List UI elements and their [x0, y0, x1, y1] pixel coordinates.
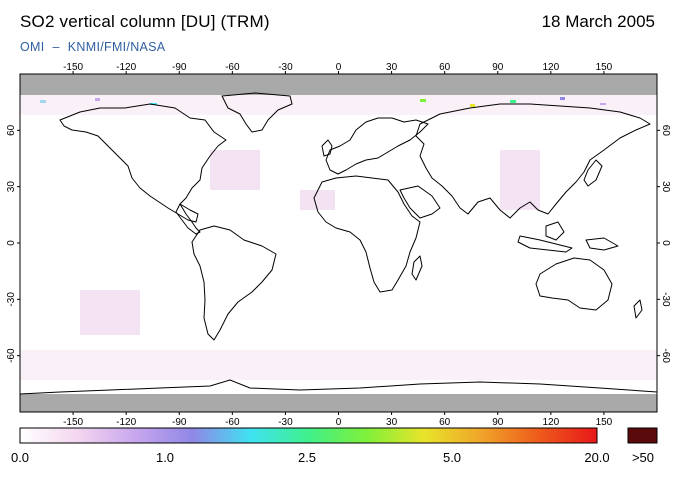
japan-outline [583, 159, 603, 187]
credit-agencies: KNMI/FMI/NASA [67, 40, 166, 54]
arabia-outline [399, 185, 441, 219]
lon-label-top: 0 [336, 62, 342, 73]
madagascar-outline [411, 255, 423, 281]
lon-label-bottom: 30 [386, 417, 398, 428]
lon-label-top: 150 [596, 62, 613, 73]
lon-label-top: -90 [172, 62, 187, 73]
lat-label-right: 60 [660, 125, 671, 137]
south-america-outline [191, 225, 277, 341]
arctic-noise-flecks [40, 97, 606, 107]
asia-outline [415, 103, 651, 219]
colorbar-overflow-swatch [627, 427, 658, 444]
lon-label-top: -150 [63, 62, 83, 73]
antarctica-outline [20, 379, 657, 395]
colorbar-label: 1.0 [155, 450, 175, 465]
lon-label-bottom: -120 [116, 417, 136, 428]
lon-label-bottom: 150 [596, 417, 613, 428]
europe-outline [325, 117, 429, 175]
lon-label-bottom: 60 [439, 417, 451, 428]
lat-label-left: -60 [6, 348, 17, 363]
lon-label-bottom: -60 [225, 417, 240, 428]
lat-label-left: 60 [6, 124, 17, 136]
lon-label-top: 30 [386, 62, 398, 73]
lon-label-bottom: 120 [542, 417, 559, 428]
lon-label-top: 90 [492, 62, 504, 73]
lat-label-right: 30 [660, 181, 671, 193]
australia-outline [535, 257, 613, 311]
lat-label-right: -30 [660, 292, 671, 307]
noise-band-southern [20, 350, 657, 380]
british-isles-outline [321, 139, 333, 157]
no-data-south [20, 394, 657, 412]
credit-separator: – [52, 40, 60, 54]
colorbar-label: 2.5 [297, 450, 317, 465]
lon-label-bottom: 90 [492, 417, 504, 428]
lon-label-top: -60 [225, 62, 240, 73]
colorbar-label: 0.0 [10, 450, 30, 465]
graticule-ticks: -150 -150 -120 -120 -90 -90 -60 -60 -30 -30 0 0 30 30… [6, 62, 671, 428]
map-date: 18 March 2005 [541, 12, 655, 31]
lon-label-top: -30 [278, 62, 293, 73]
colorbar-label: >50 [631, 450, 655, 465]
new-zealand-outline [633, 299, 643, 319]
colorbar [19, 427, 658, 444]
lon-label-top: -120 [116, 62, 136, 73]
lat-label-right: 0 [660, 240, 671, 246]
noise-band-arctic [20, 95, 657, 115]
map-title: SO2 vertical column [DU] (TRM) [20, 12, 270, 31]
greenland-outline [221, 92, 293, 133]
lon-label-bottom: -30 [278, 417, 293, 428]
colorbar-label: 20.0 [584, 450, 610, 465]
noise-patches [80, 150, 540, 335]
credit-instrument: OMI [20, 40, 45, 54]
lat-label-left: 30 [6, 181, 17, 193]
colorbar-gradient [19, 427, 598, 444]
lon-label-top: 120 [542, 62, 559, 73]
new-guinea-outline [585, 237, 619, 251]
no-data-north [20, 74, 657, 95]
lat-label-right: -60 [660, 348, 671, 363]
credit-line: OMI – KNMI/FMI/NASA [20, 40, 165, 54]
africa-outline [313, 175, 421, 293]
lon-label-bottom: 0 [336, 417, 342, 428]
indonesia-outline [517, 235, 573, 253]
lat-label-left: -30 [6, 292, 17, 307]
north-america-outline [59, 103, 227, 223]
lon-label-bottom: -150 [63, 417, 83, 428]
lat-label-left: 0 [6, 240, 17, 246]
coastlines [20, 92, 657, 395]
borneo-outline [545, 221, 565, 241]
colorbar-label: 5.0 [442, 450, 462, 465]
lon-label-bottom: -90 [172, 417, 187, 428]
lon-label-top: 60 [439, 62, 451, 73]
